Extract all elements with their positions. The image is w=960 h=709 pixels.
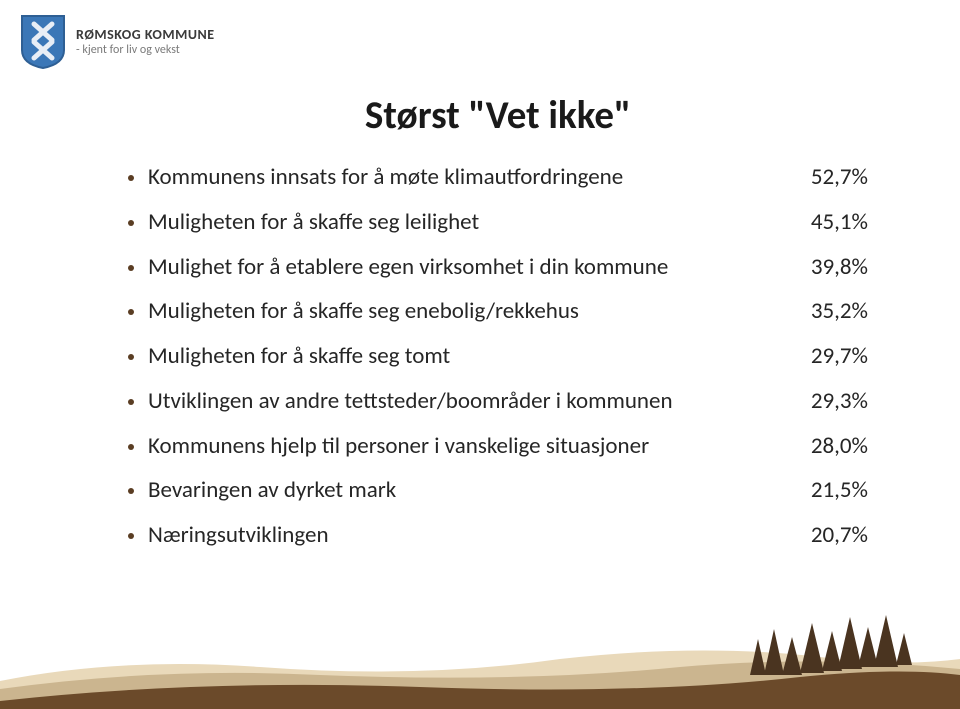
item-label: Bevaringen av dyrket mark (148, 476, 773, 505)
hill-mid (0, 661, 960, 709)
item-label: Kommunens hjelp til personer i vanskelig… (148, 432, 773, 461)
bullet-icon (128, 265, 134, 271)
org-tagline: - kjent for liv og vekst (76, 44, 215, 57)
bullet-icon (128, 399, 134, 405)
item-label: Muligheten for å skaffe seg leilighet (148, 208, 773, 237)
list-item: Muligheten for å skaffe seg enebolig/rek… (128, 297, 868, 326)
bullet-icon (128, 309, 134, 315)
tree-cluster-icon (750, 615, 912, 675)
bullet-icon (128, 533, 134, 539)
bullet-icon (128, 175, 134, 181)
org-name: RØMSKOG KOMMUNE (76, 28, 215, 43)
item-label: Muligheten for å skaffe seg enebolig/rek… (148, 297, 773, 326)
item-value: 29,3% (773, 387, 868, 415)
list-item: Muligheten for å skaffe seg tomt29,7% (128, 342, 868, 371)
item-value: 45,1% (773, 208, 868, 236)
footer-silhouette (0, 609, 960, 709)
list-item: Kommunens hjelp til personer i vanskelig… (128, 432, 868, 461)
shield-bg (22, 16, 64, 68)
item-value: 20,7% (773, 521, 868, 549)
list-item: Næringsutviklingen20,7% (128, 521, 868, 550)
list-item: Bevaringen av dyrket mark21,5% (128, 476, 868, 505)
page-title: Størst "Vet ikke" (128, 92, 868, 139)
bullet-icon (128, 444, 134, 450)
item-list: Kommunens innsats for å møte klimautford… (128, 163, 868, 550)
logo-block: RØMSKOG KOMMUNE - kjent for liv og vekst (20, 14, 215, 70)
item-label: Kommunens innsats for å møte klimautford… (148, 163, 773, 192)
item-value: 52,7% (773, 163, 868, 191)
item-label: Muligheten for å skaffe seg tomt (148, 342, 773, 371)
content-area: Størst "Vet ikke" Kommunens innsats for … (128, 92, 868, 566)
bullet-icon (128, 354, 134, 360)
bullet-icon (128, 220, 134, 226)
item-value: 21,5% (773, 476, 868, 504)
slide: RØMSKOG KOMMUNE - kjent for liv og vekst… (0, 0, 960, 709)
bullet-icon (128, 488, 134, 494)
item-label: Utviklingen av andre tettsteder/boområde… (148, 387, 773, 416)
item-value: 39,8% (773, 253, 868, 281)
list-item: Utviklingen av andre tettsteder/boområde… (128, 387, 868, 416)
hill-back (0, 650, 960, 709)
shield-icon (20, 14, 66, 70)
item-value: 29,7% (773, 342, 868, 370)
item-value: 28,0% (773, 432, 868, 460)
list-item: Kommunens innsats for å møte klimautford… (128, 163, 868, 192)
list-item: Mulighet for å etablere egen virksomhet … (128, 253, 868, 282)
item-label: Næringsutviklingen (148, 521, 773, 550)
item-label: Mulighet for å etablere egen virksomhet … (148, 253, 773, 282)
item-value: 35,2% (773, 297, 868, 325)
logo-text: RØMSKOG KOMMUNE - kjent for liv og vekst (76, 28, 215, 56)
list-item: Muligheten for å skaffe seg leilighet45,… (128, 208, 868, 237)
hill-front (0, 671, 960, 709)
